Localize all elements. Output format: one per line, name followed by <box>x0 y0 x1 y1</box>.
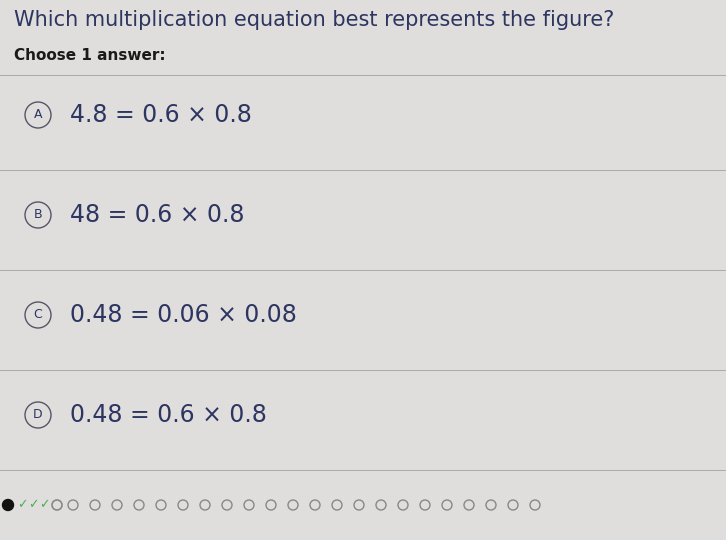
Text: Which multiplication equation best represents the figure?: Which multiplication equation best repre… <box>14 10 614 30</box>
Text: 0.48 = 0.6 × 0.8: 0.48 = 0.6 × 0.8 <box>70 403 267 427</box>
Circle shape <box>2 500 14 510</box>
Text: A: A <box>33 109 42 122</box>
Text: ✓: ✓ <box>38 498 49 511</box>
Text: ✓: ✓ <box>17 498 28 511</box>
Text: B: B <box>33 208 42 221</box>
Text: C: C <box>33 308 42 321</box>
Text: 48 = 0.6 × 0.8: 48 = 0.6 × 0.8 <box>70 203 245 227</box>
Text: 0.48 = 0.06 × 0.08: 0.48 = 0.06 × 0.08 <box>70 303 297 327</box>
Text: 4.8 = 0.6 × 0.8: 4.8 = 0.6 × 0.8 <box>70 103 252 127</box>
Text: D: D <box>33 408 43 422</box>
Text: Choose 1 answer:: Choose 1 answer: <box>14 48 166 63</box>
Text: ✓: ✓ <box>28 498 38 511</box>
